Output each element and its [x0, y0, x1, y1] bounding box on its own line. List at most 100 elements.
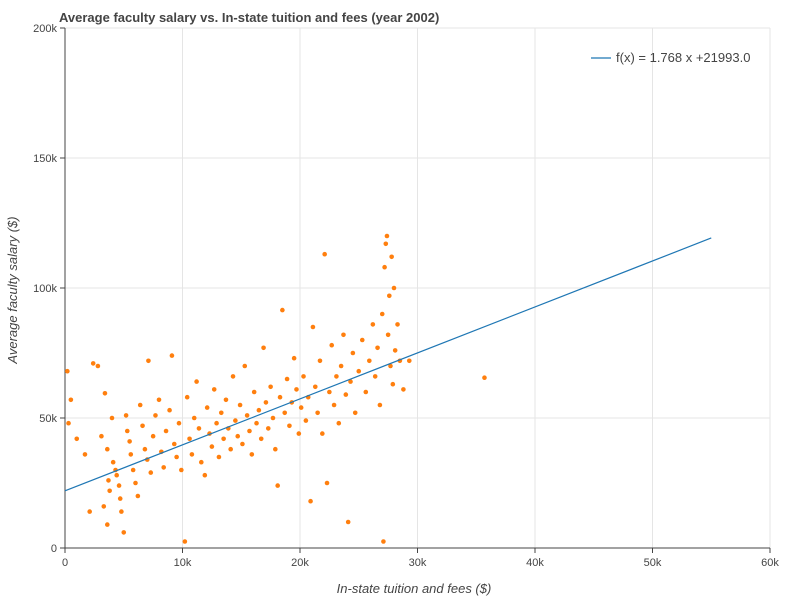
chart-title: Average faculty salary vs. In-state tuit…	[59, 10, 440, 25]
data-point	[263, 400, 269, 405]
regression-line	[64, 237, 712, 492]
y-tick-label: 150k	[33, 153, 57, 165]
data-point	[244, 413, 250, 418]
data-point	[284, 376, 290, 382]
data-point	[265, 426, 271, 431]
data-point	[74, 436, 80, 442]
data-point	[87, 509, 92, 514]
data-point	[196, 426, 202, 431]
x-axis-label: In-state tuition and fees ($)	[337, 581, 492, 596]
data-point	[256, 407, 262, 413]
data-point	[211, 387, 217, 392]
y-tick-label: 0	[51, 543, 57, 555]
data-point	[359, 337, 365, 343]
data-point	[258, 436, 264, 442]
data-point	[268, 384, 273, 390]
data-point	[167, 407, 172, 413]
data-point	[204, 405, 210, 410]
data-point	[199, 459, 204, 465]
data-point	[391, 285, 397, 291]
data-point	[247, 428, 252, 434]
data-point	[348, 379, 353, 384]
data-point	[68, 397, 74, 403]
data-point	[133, 480, 138, 486]
data-point	[240, 441, 245, 447]
data-point	[379, 311, 385, 317]
data-point	[102, 391, 108, 396]
data-point	[137, 402, 143, 408]
data-point	[287, 423, 292, 429]
data-point	[99, 433, 104, 439]
data-point	[301, 374, 306, 379]
data-point	[327, 389, 332, 395]
data-point	[336, 420, 342, 426]
data-point	[406, 358, 412, 364]
data-point	[182, 539, 188, 544]
data-point	[95, 363, 101, 369]
grid	[64, 27, 771, 549]
data-point	[130, 467, 136, 473]
x-tick-label: 50k	[644, 557, 662, 569]
data-point	[294, 387, 299, 392]
data-point	[388, 363, 393, 369]
data-point	[270, 415, 276, 421]
data-points	[65, 233, 487, 544]
data-point	[273, 446, 278, 452]
data-point	[218, 410, 224, 416]
data-point	[345, 519, 351, 525]
data-point	[223, 397, 229, 403]
data-point	[237, 402, 243, 408]
y-axis-label: Average faculty salary ($)	[5, 216, 20, 364]
data-point	[251, 389, 257, 395]
data-point	[310, 324, 316, 330]
data-point	[381, 539, 386, 544]
data-point	[148, 470, 154, 475]
data-point	[303, 418, 309, 423]
data-point	[191, 415, 197, 421]
data-point	[338, 363, 344, 369]
data-point	[331, 402, 337, 408]
data-point	[482, 375, 487, 381]
data-point	[163, 428, 169, 434]
data-point	[179, 467, 184, 473]
data-point	[174, 454, 179, 460]
data-point	[387, 293, 392, 299]
data-point	[116, 483, 122, 488]
data-point	[161, 465, 166, 470]
data-point	[169, 353, 175, 358]
data-point	[296, 431, 302, 436]
data-point	[298, 405, 304, 410]
data-point	[109, 415, 115, 421]
x-tick-label: 60k	[761, 557, 779, 569]
data-point	[128, 452, 134, 457]
data-point	[324, 480, 330, 486]
data-point	[142, 446, 148, 452]
data-point	[261, 345, 266, 351]
data-point	[66, 420, 71, 426]
data-point	[209, 444, 215, 449]
data-point	[187, 436, 192, 442]
y-tick-label: 50k	[39, 413, 57, 425]
data-point	[370, 322, 376, 327]
y-tick-label: 100k	[33, 283, 57, 295]
data-point	[127, 439, 132, 444]
data-point	[107, 488, 112, 494]
data-point	[171, 441, 177, 447]
data-point	[242, 363, 248, 369]
data-point	[343, 392, 349, 397]
data-point	[153, 413, 158, 418]
data-point	[334, 374, 339, 379]
data-point	[392, 348, 398, 353]
data-point	[356, 368, 362, 374]
data-point	[189, 452, 195, 457]
data-point	[106, 478, 111, 483]
data-point	[146, 358, 151, 364]
axes: 0 10k 20k 30k 40k 50k 60k 0 50k 100k 150k 200k	[33, 23, 779, 569]
data-point	[322, 251, 327, 257]
x-tick-label: 0	[62, 557, 68, 569]
data-point	[101, 504, 107, 509]
data-point	[105, 446, 110, 452]
data-point	[315, 410, 320, 416]
data-point	[308, 498, 313, 504]
